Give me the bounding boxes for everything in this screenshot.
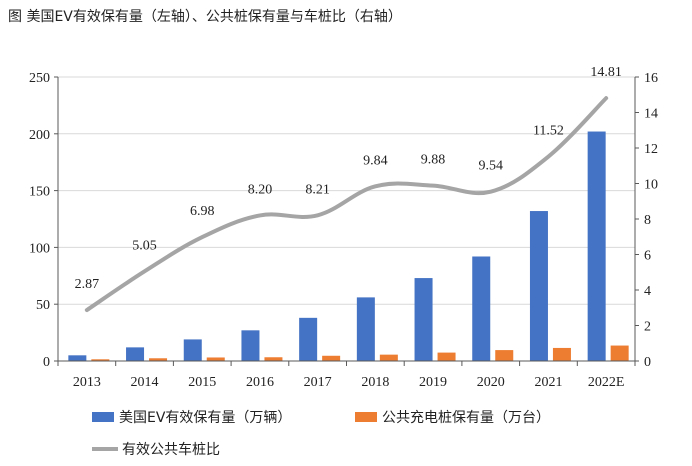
ratio-data-label: 5.05 [132, 238, 157, 253]
legend: 美国EV有效保有量（万辆） 公共充电桩保有量（万台） 有效公共车桩比 [92, 409, 550, 458]
ratio-data-label: 9.54 [479, 159, 504, 174]
y-tick-label: 100 [29, 241, 50, 256]
legend-ev-stock-swatch [92, 412, 114, 422]
y2-tick-label: 4 [644, 284, 651, 299]
y2-tick-label: 2 [644, 320, 651, 335]
ev-stock-bar [529, 211, 548, 361]
y-tick-label: 0 [43, 355, 50, 370]
ev-stock-bar [68, 355, 87, 361]
x-tick-label: 2013 [73, 375, 101, 390]
y2-tick-label: 14 [644, 107, 658, 122]
charger-stock-bar [610, 345, 629, 361]
ratio-data-label: 11.52 [533, 124, 564, 139]
ratio-data-label: 14.81 [590, 65, 622, 80]
legend-charger-stock-swatch [355, 412, 377, 422]
charger-stock-bar [206, 357, 225, 361]
ev-stock-bar [587, 131, 606, 361]
ev-stock-bar [126, 347, 145, 361]
y2-tick-label: 6 [644, 249, 651, 264]
ratio-line: 2.87 5.05 6.98 8.20 8.21 9.84 9.88 9.54 11.52 14.… [75, 65, 622, 313]
charger-stock-bar [264, 357, 283, 361]
ev-stock-bar [414, 278, 433, 361]
ratio-data-label: 8.20 [248, 182, 273, 197]
charger-stock-bar [91, 359, 110, 361]
charger-stock-bar [379, 354, 398, 361]
x-tick-label: 2022E [588, 375, 625, 390]
x-tick-label: 2016 [246, 375, 274, 390]
ratio-data-label: 8.21 [305, 182, 330, 197]
legend-charger-stock-label: 公共充电桩保有量（万台） [382, 409, 550, 426]
ev-stock-bar [299, 317, 318, 361]
x-tick-label: 2015 [188, 375, 216, 390]
ratio-data-label: 6.98 [190, 204, 215, 219]
x-tick-label: 2019 [419, 375, 447, 390]
legend-ev-stock-label: 美国EV有效保有量（万辆） [119, 410, 291, 426]
x-tick-label: 2021 [534, 375, 562, 390]
charger-stock-bar [149, 358, 168, 361]
charger-stock-bar [552, 347, 571, 361]
ev-stock-bar [356, 297, 375, 361]
ev-stock-bar [241, 330, 260, 361]
x-tick-label: 2014 [131, 375, 159, 390]
ratio-data-label: 9.84 [363, 153, 388, 168]
bars [68, 131, 629, 361]
axes: 0 50 100 150 200 250 0 2 4 6 8 10 12 14 16 2013 2014 2015… [29, 71, 658, 390]
legend-ratio-label: 有效公共车桩比 [122, 441, 220, 458]
ev-stock-bar [183, 339, 202, 361]
ev-stock-bar [472, 256, 491, 361]
y2-tick-label: 12 [644, 142, 658, 157]
y-tick-label: 200 [29, 128, 50, 143]
charger-stock-bar [437, 352, 456, 361]
y2-tick-label: 0 [644, 355, 651, 370]
x-tick-label: 2018 [361, 375, 389, 390]
ratio-line-path [84, 96, 609, 313]
y2-tick-label: 8 [644, 213, 651, 228]
ratio-data-label: 9.88 [421, 153, 446, 168]
y-tick-label: 250 [29, 71, 50, 86]
x-tick-label: 2017 [304, 375, 332, 390]
x-tick-label: 2020 [477, 375, 505, 390]
charger-stock-bar [322, 355, 341, 361]
chart-title: 图 美国EV有效保有量（左轴）、公共桩保有量与车桩比（右轴） [8, 9, 402, 25]
y2-tick-label: 10 [644, 178, 658, 193]
y-tick-label: 150 [29, 185, 50, 200]
charger-stock-bar [495, 350, 514, 361]
ratio-data-label: 2.87 [75, 277, 100, 292]
y-tick-label: 50 [36, 298, 50, 313]
y2-tick-label: 16 [644, 71, 658, 86]
